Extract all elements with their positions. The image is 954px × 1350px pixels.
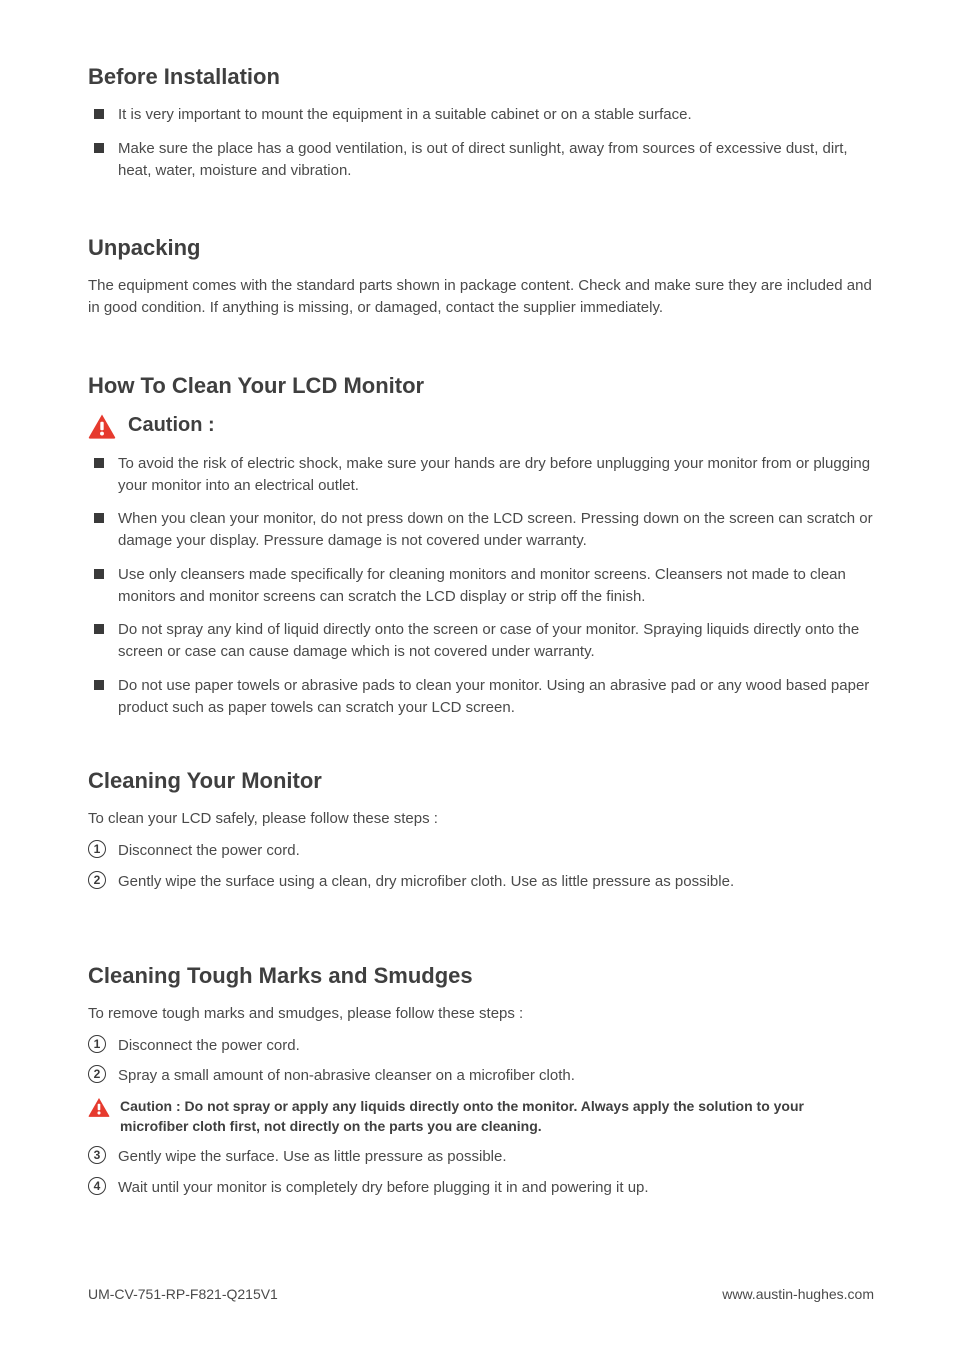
list-item: It is very important to mount the equipm… — [88, 104, 874, 126]
step-text: Spray a small amount of non-abrasive cle… — [118, 1067, 575, 1084]
inline-caution-text: Caution : Do not spray or apply any liqu… — [120, 1096, 874, 1137]
step-text: Disconnect the power cord. — [118, 842, 300, 859]
step-text: Gently wipe the surface using a clean, d… — [118, 873, 734, 890]
step-text: Wait until your monitor is completely dr… — [118, 1179, 649, 1196]
heading-unpacking: Unpacking — [88, 235, 874, 261]
step-number-icon: 4 — [88, 1177, 106, 1195]
footer-url: www.austin-hughes.com — [722, 1286, 874, 1302]
section-cleaning-tough: Cleaning Tough Marks and Smudges To remo… — [88, 963, 874, 1199]
list-item: To avoid the risk of electric shock, mak… — [88, 453, 874, 497]
list-item: 4 Wait until your monitor is completely … — [88, 1177, 874, 1200]
step-text: Gently wipe the surface. Use as little p… — [118, 1148, 507, 1165]
how-to-clean-list: To avoid the risk of electric shock, mak… — [88, 453, 874, 719]
before-installation-list: It is very important to mount the equipm… — [88, 104, 874, 181]
section-cleaning-monitor: Cleaning Your Monitor To clean your LCD … — [88, 768, 874, 893]
page-footer: UM-CV-751-RP-F821-Q215V1 www.austin-hugh… — [88, 1286, 874, 1302]
caution-label: Caution : — [128, 414, 215, 437]
heading-before-installation: Before Installation — [88, 64, 874, 90]
caution-row: Caution : — [88, 413, 874, 439]
list-item: 1 Disconnect the power cord. — [88, 840, 874, 863]
cleaning-monitor-steps: 1 Disconnect the power cord. 2 Gently wi… — [88, 840, 874, 893]
cleaning-tough-intro: To remove tough marks and smudges, pleas… — [88, 1003, 874, 1025]
list-item: 2 Gently wipe the surface using a clean,… — [88, 871, 874, 894]
heading-cleaning-monitor: Cleaning Your Monitor — [88, 768, 874, 794]
cleaning-tough-steps-b: 3 Gently wipe the surface. Use as little… — [88, 1146, 874, 1199]
step-number-icon: 3 — [88, 1146, 106, 1164]
heading-how-to-clean: How To Clean Your LCD Monitor — [88, 373, 874, 399]
step-number-icon: 2 — [88, 1065, 106, 1083]
section-how-to-clean: How To Clean Your LCD Monitor Caution : … — [88, 373, 874, 719]
list-item: 2 Spray a small amount of non-abrasive c… — [88, 1065, 874, 1088]
step-number-icon: 1 — [88, 840, 106, 858]
heading-cleaning-tough: Cleaning Tough Marks and Smudges — [88, 963, 874, 989]
cleaning-monitor-intro: To clean your LCD safely, please follow … — [88, 808, 874, 830]
list-item: Make sure the place has a good ventilati… — [88, 138, 874, 182]
step-number-icon: 1 — [88, 1035, 106, 1053]
list-item: 1 Disconnect the power cord. — [88, 1035, 874, 1058]
inline-caution: Caution : Do not spray or apply any liqu… — [88, 1096, 874, 1137]
section-unpacking: Unpacking The equipment comes with the s… — [88, 235, 874, 319]
list-item: When you clean your monitor, do not pres… — [88, 508, 874, 552]
list-item: 3 Gently wipe the surface. Use as little… — [88, 1146, 874, 1169]
warning-icon — [88, 413, 116, 439]
step-text: Disconnect the power cord. — [118, 1037, 300, 1054]
list-item: Do not use paper towels or abrasive pads… — [88, 675, 874, 719]
warning-icon — [88, 1097, 110, 1117]
unpacking-body: The equipment comes with the standard pa… — [88, 275, 874, 319]
step-number-icon: 2 — [88, 871, 106, 889]
section-before-installation: Before Installation It is very important… — [88, 64, 874, 181]
footer-doc-id: UM-CV-751-RP-F821-Q215V1 — [88, 1286, 278, 1302]
list-item: Do not spray any kind of liquid directly… — [88, 619, 874, 663]
cleaning-tough-steps-a: 1 Disconnect the power cord. 2 Spray a s… — [88, 1035, 874, 1088]
list-item: Use only cleansers made specifically for… — [88, 564, 874, 608]
